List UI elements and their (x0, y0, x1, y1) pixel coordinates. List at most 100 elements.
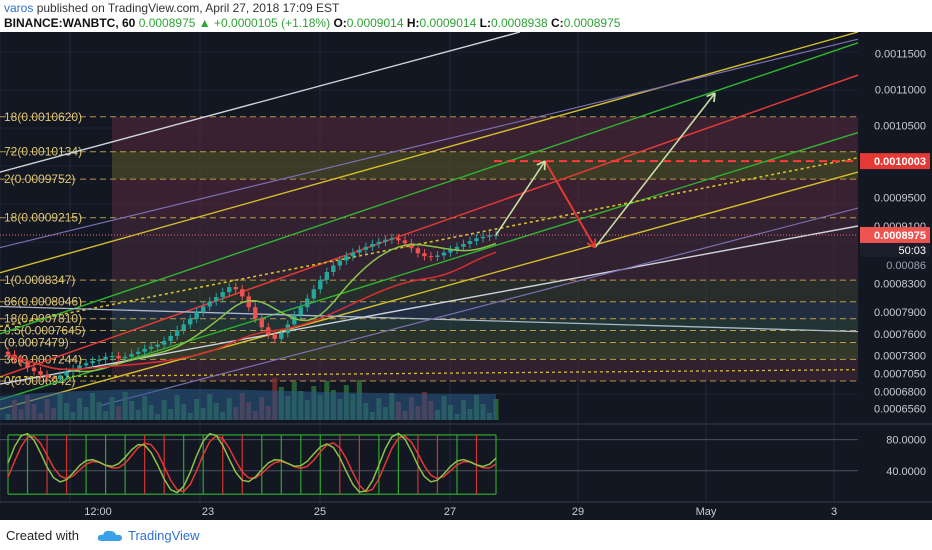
candle-body (279, 333, 284, 339)
channel-lower-yellow (0, 171, 859, 410)
price-axis-label: 0.0007900 (874, 307, 926, 319)
candle-body (122, 356, 128, 359)
fib-level-label: 2(0.0009752) (4, 172, 75, 186)
trendline-dotted-yellow (0, 156, 859, 328)
publish-line: varos published on TradingView.com, Apri… (4, 1, 339, 15)
arrowhead-up-1 (536, 160, 546, 171)
oscillator-axis-label: 80.0000 (886, 435, 926, 447)
fib-band (112, 116, 858, 152)
ma-fast-line (7, 242, 497, 373)
fib-level-label: 18(0.0009215) (4, 211, 82, 225)
price-axis-label: 0.0006800 (874, 386, 926, 398)
candle-body (83, 363, 89, 366)
fib-level-label: 86(0.0008046) (4, 295, 82, 309)
candle-body (31, 367, 37, 372)
resistance-line-white (0, 305, 859, 333)
price-chart[interactable]: 18(0.0010620) 72(0.0010134) 2(0.0009752) 18… (0, 32, 932, 520)
candle-body (220, 292, 225, 298)
candle-body (467, 241, 473, 244)
projection-arrow-up-1 (495, 160, 546, 236)
price-axis-label: 0.0008300 (874, 278, 926, 290)
last-price-tag-background (860, 226, 930, 243)
candle-body (441, 252, 447, 256)
price-axis-label: 0.0011000 (875, 84, 926, 96)
price-change: +0.0000105 (+1.18%) (214, 16, 331, 30)
last-price-tag: 0.0008975 (874, 230, 926, 242)
candle-body (370, 243, 375, 247)
candle-body (233, 287, 238, 290)
candle-body (461, 243, 466, 247)
fib-band (112, 151, 858, 180)
candle-body (25, 362, 30, 368)
fib-level-label: 0(0.0006942) (4, 374, 75, 388)
channel-upper-yellow (0, 32, 859, 274)
candle-body (318, 279, 323, 290)
projection-arrow-up-2 (594, 92, 716, 249)
price-axis-label: 0.0007050 (874, 368, 926, 380)
candle-body (428, 256, 434, 258)
candle-body (415, 248, 421, 254)
candle-body (376, 241, 382, 244)
candle-body (402, 240, 408, 244)
fib-band (112, 342, 858, 360)
tradingview-cloud-icon (97, 530, 122, 541)
fib-band (112, 318, 858, 331)
channel-upper-green (0, 42, 859, 335)
time-axis-label: 29 (572, 506, 584, 518)
fib-level-label: 36(0.0007244) (4, 352, 82, 366)
price-axis-label: 0.0009500 (874, 192, 926, 204)
candle-body (324, 271, 330, 280)
open-value: 0.0009014 (346, 16, 404, 30)
author-link[interactable]: varos (4, 1, 34, 15)
high-label: H: (406, 16, 420, 30)
support-dotted-yellow (0, 369, 859, 378)
candle-body (96, 359, 102, 362)
fib-level-label: 0.5(0.0007645) (4, 324, 85, 338)
channel-outer-white (0, 32, 521, 173)
channel-purple-lower (99, 207, 859, 407)
fib-band (112, 359, 858, 382)
price-axis-label: 0.0010500 (874, 120, 926, 132)
candle-body (168, 335, 173, 341)
tradingview-brand[interactable]: TradingView (128, 528, 200, 543)
candle-body (148, 346, 154, 349)
channel-purple-upper (0, 38, 859, 249)
candle-body (129, 353, 134, 357)
oscillator-k-line (7, 432, 497, 494)
candle-body (207, 301, 212, 307)
candle-body (142, 348, 147, 352)
candle-body (181, 324, 186, 331)
ma-slow-line (7, 251, 497, 371)
candle-body (435, 255, 440, 257)
chart-header: varos published on TradingView.com, Apri… (0, 0, 932, 32)
candle-body (292, 315, 297, 325)
candle-body (161, 340, 167, 345)
candle-body (103, 356, 108, 360)
candle-body (480, 236, 486, 239)
channel-lower-green (0, 131, 859, 401)
chart-area[interactable]: 18(0.0010620) 72(0.0010134) 2(0.0009752) 18… (0, 32, 932, 520)
symbol-line: BINANCE:WANBTC, 60 0.0008975 ▲ +0.000010… (4, 16, 620, 30)
arrowhead-up-2 (706, 92, 716, 103)
countdown-background (860, 242, 930, 257)
created-with-text: Created with (6, 528, 79, 543)
price-axis-label: 0.0011500 (875, 49, 926, 61)
fib-level-label: 18(0.0010620) (4, 110, 82, 124)
time-axis-label: 25 (314, 506, 326, 518)
countdown-label: 50:03 (898, 245, 926, 257)
candle-body (305, 298, 310, 308)
candle-body (396, 238, 401, 241)
candle-body (474, 238, 479, 242)
open-label: O: (333, 16, 347, 30)
time-axis-label: 12:00 (84, 506, 112, 518)
low-label: L: (479, 16, 491, 30)
published-text: published on TradingView.com, April 27, … (36, 1, 340, 15)
up-triangle-icon: ▲ (198, 16, 211, 30)
partial-price-label: 0.00086 (886, 260, 926, 272)
candle-body (116, 356, 121, 359)
oscillator-d-line (7, 435, 497, 493)
candle-body (155, 344, 160, 347)
price-axis-label: 0.0006560 (874, 404, 926, 416)
target-price-tag: 0.0010003 (874, 156, 926, 168)
time-axis-background (0, 502, 932, 520)
